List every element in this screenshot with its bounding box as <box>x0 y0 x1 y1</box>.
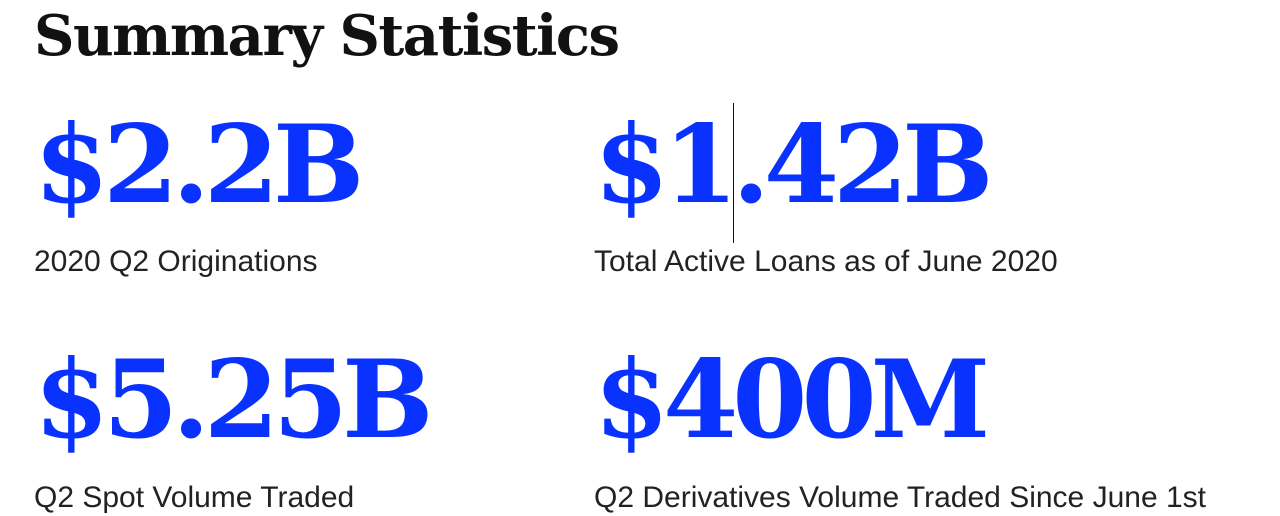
stat-spot-volume: $5.25B Q2 Spot Volume Traded <box>34 337 433 516</box>
stat-label: 2020 Q2 Originations <box>34 245 318 278</box>
stat-value: $1.42B <box>594 102 993 228</box>
stat-derivatives-volume: $400M Q2 Derivatives Volume Traded Since… <box>594 340 1206 516</box>
page-title: Summary Statistics <box>34 3 620 69</box>
stat-value: $5.25B <box>34 337 433 463</box>
stat-originations: $2.2B 2020 Q2 Originations <box>34 102 364 280</box>
stat-value: $2.2B <box>34 102 364 228</box>
text-cursor <box>733 103 734 243</box>
stat-label: Total Active Loans as of June 2020 <box>594 245 1058 278</box>
stat-label: Q2 Spot Volume Traded <box>34 481 355 514</box>
stat-label: Q2 Derivatives Volume Traded Since June … <box>594 481 1206 514</box>
stat-active-loans: $1.42B Total Active Loans as of June 202… <box>594 105 1058 280</box>
stat-value: $400M <box>594 337 990 463</box>
